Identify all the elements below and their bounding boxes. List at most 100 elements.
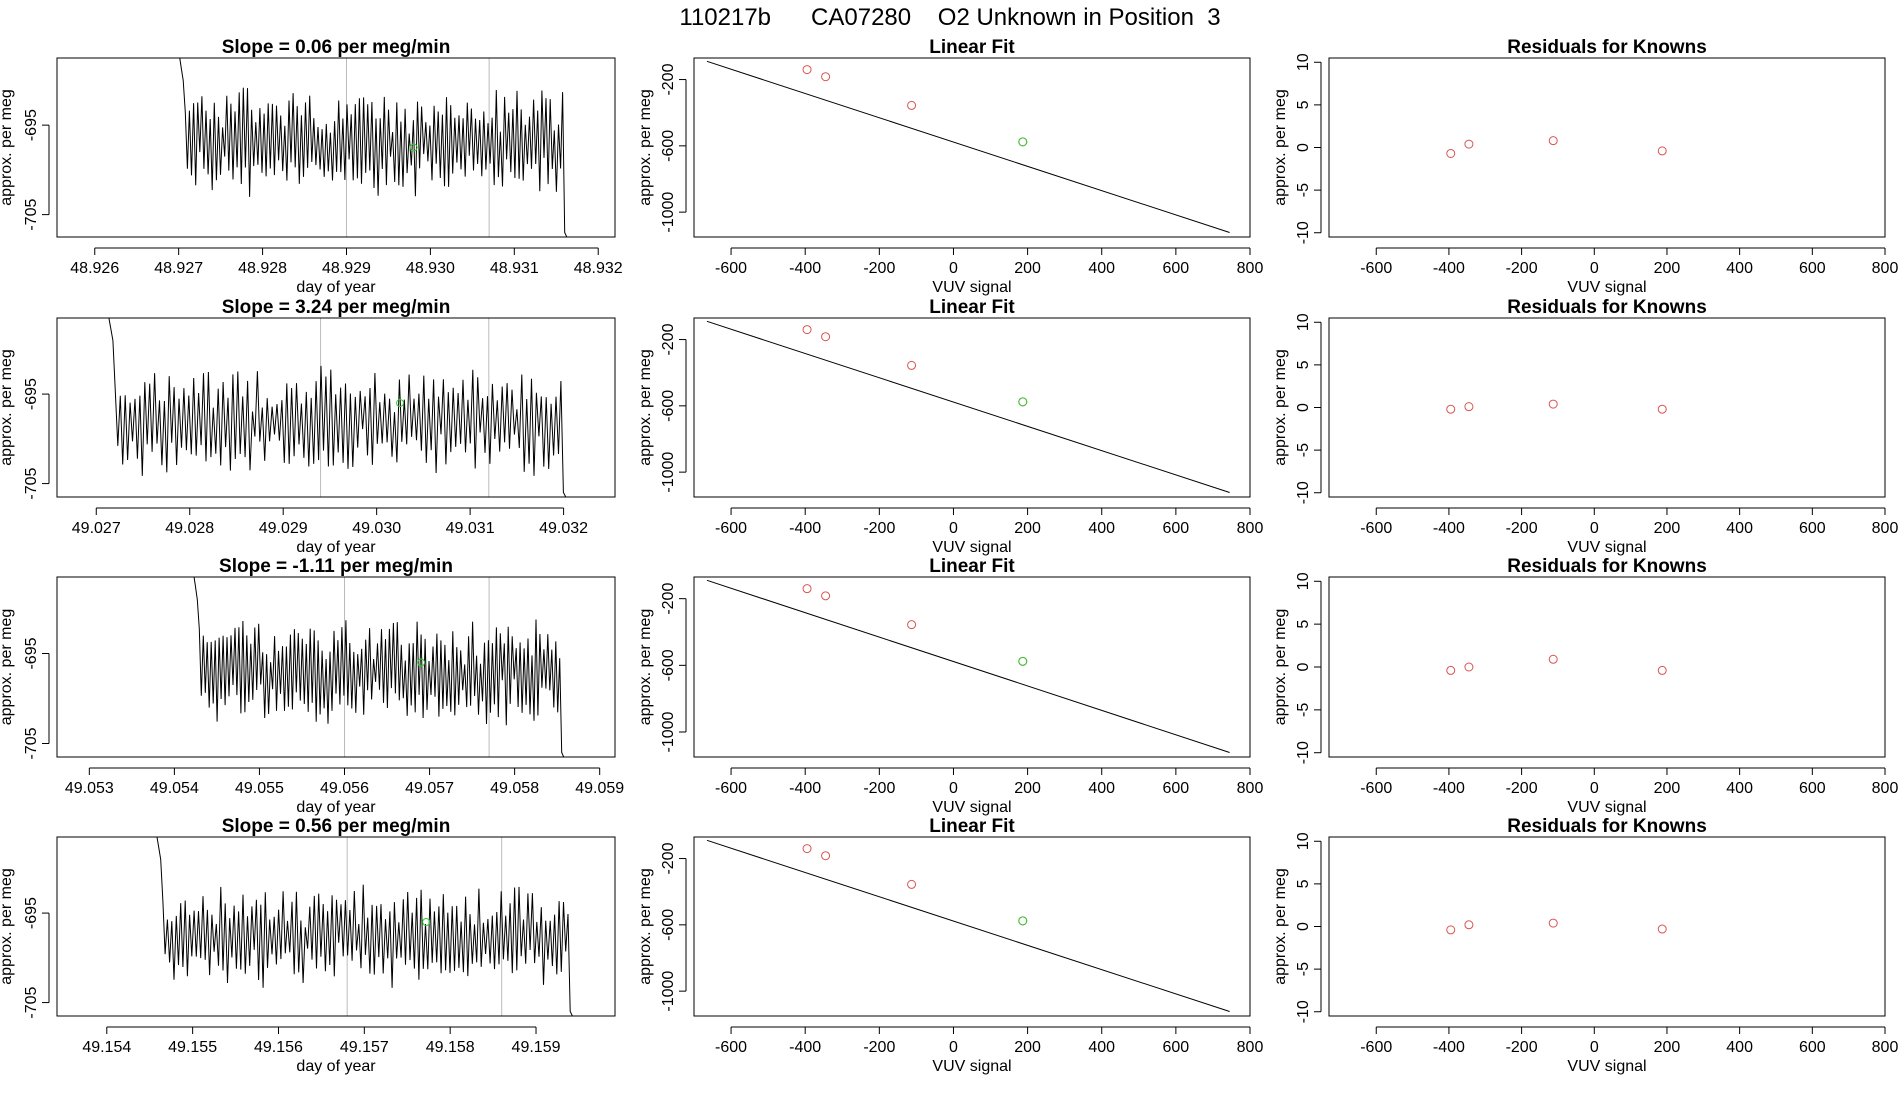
plot-box bbox=[56, 317, 616, 498]
x-tick-label: 200 bbox=[1654, 1039, 1681, 1056]
x-tick-label: -200 bbox=[1506, 260, 1538, 277]
x-tick-label: 600 bbox=[1163, 520, 1190, 537]
plot-box bbox=[1328, 576, 1886, 758]
x-tick-label: 0 bbox=[949, 260, 958, 277]
x-tick-label: 400 bbox=[1726, 1039, 1753, 1056]
y-tick-label: -5 bbox=[1295, 703, 1312, 717]
y-tick-label: 5 bbox=[1295, 879, 1312, 888]
x-tick-label: -400 bbox=[789, 1039, 821, 1056]
x-tick-label: 800 bbox=[1872, 260, 1899, 277]
x-tick-label: -200 bbox=[1506, 520, 1538, 537]
x-tick-label: 400 bbox=[1726, 260, 1753, 277]
y-tick-label: 0 bbox=[1295, 143, 1312, 152]
residual-point bbox=[1446, 665, 1456, 675]
x-tick-label: 800 bbox=[1237, 1039, 1264, 1056]
plot-area bbox=[706, 60, 1230, 234]
residual-point bbox=[1548, 654, 1558, 664]
x-tick-label: -200 bbox=[863, 1039, 895, 1056]
x-tick-label: 800 bbox=[1237, 780, 1264, 797]
residual-point bbox=[1657, 404, 1667, 414]
x-axis-label: VUV signal bbox=[1567, 1058, 1646, 1075]
x-tick-label: 49.154 bbox=[82, 1039, 131, 1056]
x-axis-label: VUV signal bbox=[932, 539, 1011, 556]
y-tick-label: 5 bbox=[1295, 620, 1312, 629]
x-axis-label: VUV signal bbox=[1567, 799, 1646, 816]
panel-linear-fit-row-1: Linear Fit -600 -400 -200 0 200 400 600 800 VUV s… bbox=[637, 37, 1263, 296]
plot-area bbox=[706, 320, 1230, 494]
y-axis-label: approx. per meg bbox=[637, 609, 654, 726]
x-tick-label: 49.032 bbox=[539, 520, 588, 537]
x-tick-label: 800 bbox=[1237, 260, 1264, 277]
x-tick-label: 600 bbox=[1799, 260, 1826, 277]
x-tick-label: -400 bbox=[789, 260, 821, 277]
residual-point bbox=[1464, 920, 1474, 930]
residual-point bbox=[1446, 148, 1456, 158]
known-point bbox=[821, 591, 831, 601]
x-tick-label: 200 bbox=[1654, 780, 1681, 797]
x-tick-label: 200 bbox=[1014, 780, 1041, 797]
y-tick-label: -1000 bbox=[660, 711, 677, 752]
x-tick-label: -200 bbox=[1506, 1039, 1538, 1056]
y-tick-label: 0 bbox=[1295, 922, 1312, 931]
y-tick-label: 5 bbox=[1295, 100, 1312, 109]
panel-residuals-row-4: Residuals for Knowns -600 -400 -200 0 200 400 6… bbox=[1272, 816, 1898, 1075]
plot-box bbox=[1328, 317, 1886, 498]
known-point bbox=[907, 100, 917, 110]
x-axis-label: VUV signal bbox=[1567, 279, 1646, 296]
plot-area bbox=[108, 318, 567, 497]
y-tick-label: -200 bbox=[660, 583, 677, 615]
residual-point bbox=[1657, 924, 1667, 934]
x-axis-label: day of year bbox=[296, 539, 376, 556]
plot-box bbox=[1328, 836, 1886, 1017]
y-tick-label: -10 bbox=[1295, 221, 1312, 244]
plot-box bbox=[56, 57, 616, 238]
panel-residuals-row-1: Residuals for Knowns -600 -400 -200 0 200 400 6… bbox=[1272, 37, 1898, 296]
x-tick-label: -400 bbox=[1433, 780, 1465, 797]
x-tick-label: 49.155 bbox=[168, 1039, 217, 1056]
x-tick-label: 49.056 bbox=[320, 780, 369, 797]
y-axis-label: approx. per meg bbox=[637, 89, 654, 206]
fit-line bbox=[706, 320, 1230, 494]
residual-point bbox=[1548, 918, 1558, 928]
timeseries-trace bbox=[179, 58, 568, 237]
x-tick-label: 49.159 bbox=[512, 1039, 561, 1056]
x-tick-label: 0 bbox=[1590, 520, 1599, 537]
plot-box bbox=[693, 836, 1251, 1017]
unknown-point bbox=[1018, 656, 1028, 666]
unknown-point bbox=[396, 399, 405, 408]
x-axis-label: VUV signal bbox=[932, 799, 1011, 816]
panel-linear-fit-row-2: Linear Fit -600 -400 -200 0 200 400 600 800 VUV s… bbox=[637, 297, 1263, 556]
y-tick-label: 5 bbox=[1295, 360, 1312, 369]
x-tick-label: 49.158 bbox=[426, 1039, 475, 1056]
x-tick-label: 48.932 bbox=[574, 260, 623, 277]
x-tick-label: 49.029 bbox=[259, 520, 308, 537]
x-tick-label: 0 bbox=[949, 1039, 958, 1056]
panel-residuals-row-3: Residuals for Knowns -600 -400 -200 0 200 400 6… bbox=[1272, 556, 1898, 816]
plot-area bbox=[1446, 136, 1667, 158]
x-tick-label: -600 bbox=[715, 260, 747, 277]
x-tick-label: -400 bbox=[1433, 260, 1465, 277]
x-tick-label: 49.059 bbox=[575, 780, 624, 797]
y-axis-label: approx. per meg bbox=[1272, 609, 1289, 726]
x-tick-label: -600 bbox=[1360, 260, 1392, 277]
x-tick-label: -400 bbox=[1433, 520, 1465, 537]
y-tick-label: -200 bbox=[660, 323, 677, 355]
known-point bbox=[907, 360, 917, 370]
x-tick-label: 600 bbox=[1163, 260, 1190, 277]
x-tick-label: 400 bbox=[1088, 260, 1115, 277]
panel-title: Slope = 0.56 per meg/min bbox=[222, 816, 451, 837]
residual-point bbox=[1464, 662, 1474, 672]
plot-area bbox=[193, 577, 565, 757]
residual-point bbox=[1548, 399, 1558, 409]
plot-box bbox=[56, 836, 616, 1017]
panel-linear-fit-row-3: Linear Fit -600 -400 -200 0 200 400 600 800 VUV s… bbox=[637, 556, 1263, 816]
known-point bbox=[821, 851, 831, 861]
x-tick-label: 48.931 bbox=[490, 260, 539, 277]
y-axis-label: approx. per meg bbox=[0, 89, 15, 206]
x-tick-label: 800 bbox=[1237, 520, 1264, 537]
unknown-point bbox=[422, 918, 431, 927]
x-tick-label: 0 bbox=[949, 780, 958, 797]
x-tick-label: 600 bbox=[1799, 780, 1826, 797]
plot-area bbox=[1446, 918, 1667, 935]
